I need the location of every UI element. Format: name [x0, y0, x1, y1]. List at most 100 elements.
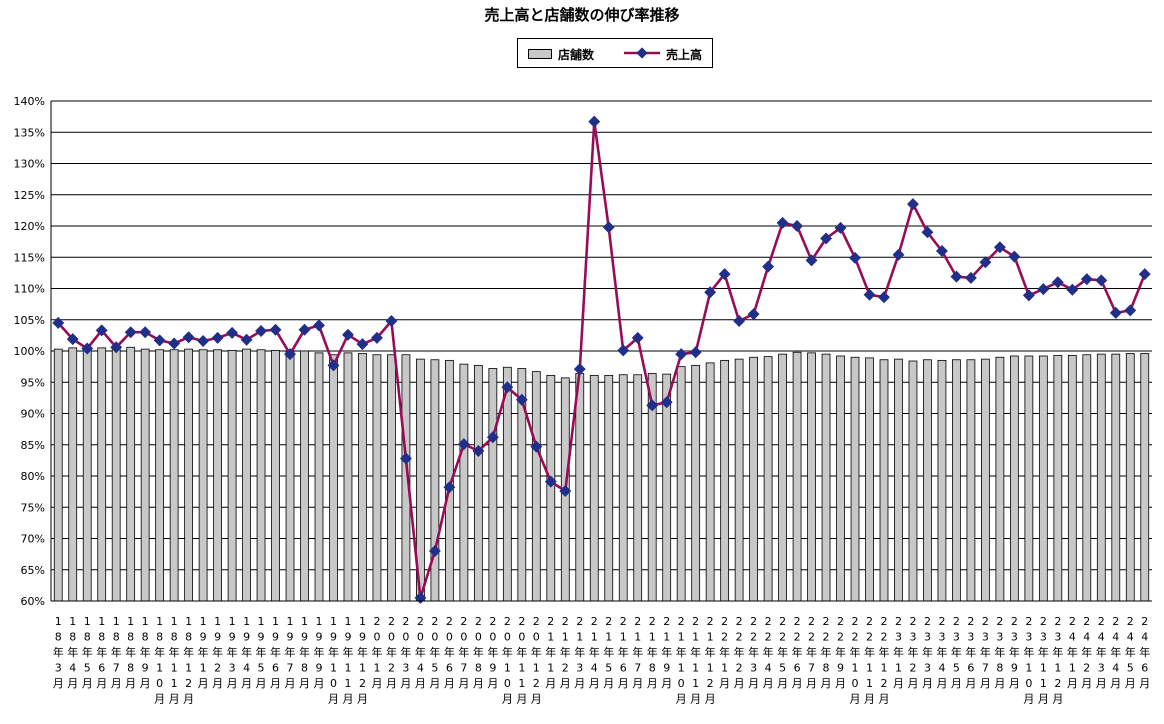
y-tick-label: 115% — [14, 251, 45, 264]
store-count-bar — [575, 373, 585, 602]
store-count-bar — [908, 360, 918, 602]
sales-point — [1022, 289, 1035, 302]
store-count-bar — [604, 374, 614, 602]
sales-point — [805, 254, 818, 267]
store-count-bar — [531, 371, 541, 602]
legend-line-label: 売上高 — [666, 48, 703, 62]
y-tick-label: 130% — [14, 158, 45, 171]
sales-point — [226, 326, 239, 339]
sales-point — [515, 393, 528, 406]
y-tick-label: 120% — [14, 220, 45, 233]
y-tick-label: 140% — [14, 95, 45, 108]
bar-series-store-count — [53, 346, 1150, 602]
y-tick-label: 95% — [21, 376, 45, 389]
store-count-bar — [213, 349, 222, 602]
sales-point — [704, 286, 717, 299]
store-count-bar — [937, 359, 947, 602]
store-count-bar — [1038, 355, 1048, 602]
axes — [50, 101, 1152, 602]
sales-point — [675, 348, 688, 361]
store-count-bar — [1082, 354, 1092, 602]
store-count-bar — [358, 353, 367, 602]
store-count-bar — [836, 355, 845, 602]
store-count-bar — [981, 358, 990, 602]
y-axis-ticks: 60% 65% 70% 75% 80% 85% 90% 95% 100% 105% 110% 115%… — [14, 95, 45, 608]
store-count-bar — [691, 364, 701, 602]
sales-point — [1037, 283, 1050, 296]
sales-point — [1124, 304, 1137, 317]
sales-point — [298, 323, 311, 336]
sales-point — [964, 271, 977, 284]
sales-point — [892, 248, 905, 261]
y-tick-label: 80% — [21, 470, 45, 483]
sales-point — [617, 344, 630, 357]
legend-bar-swatch — [528, 49, 552, 59]
store-count-bar — [546, 374, 556, 602]
y-tick-label: 105% — [14, 314, 45, 327]
store-count-bar — [966, 359, 976, 602]
sales-point — [573, 363, 586, 376]
sales-point — [791, 220, 804, 232]
store-count-bar — [1096, 353, 1106, 602]
store-count-bar — [749, 356, 758, 602]
sales-point — [197, 335, 210, 347]
store-count-bar — [1009, 355, 1019, 602]
store-count-bar — [242, 348, 251, 602]
store-count-bar — [1024, 355, 1034, 602]
sales-point — [356, 338, 369, 351]
store-count-bar — [821, 353, 831, 602]
sales-point — [936, 245, 948, 257]
sales-point — [168, 337, 181, 350]
sales-point — [544, 475, 557, 488]
sales-point — [1095, 274, 1108, 287]
store-count-bar — [488, 368, 498, 602]
sales-point — [139, 326, 152, 339]
sales-point — [327, 359, 340, 372]
sales-point — [646, 399, 659, 412]
sales-point — [878, 291, 890, 304]
sales-point — [718, 268, 731, 281]
y-tick-label: 85% — [21, 439, 45, 452]
store-count-bar — [82, 348, 92, 602]
sales-point — [530, 440, 543, 453]
store-count-bar — [734, 358, 744, 602]
store-count-bar — [1140, 353, 1150, 602]
store-count-bar — [995, 356, 1005, 602]
y-tick-label: 65% — [21, 564, 45, 577]
store-count-bar — [1053, 354, 1063, 602]
store-count-bar — [923, 359, 932, 602]
sales-point — [588, 115, 601, 128]
